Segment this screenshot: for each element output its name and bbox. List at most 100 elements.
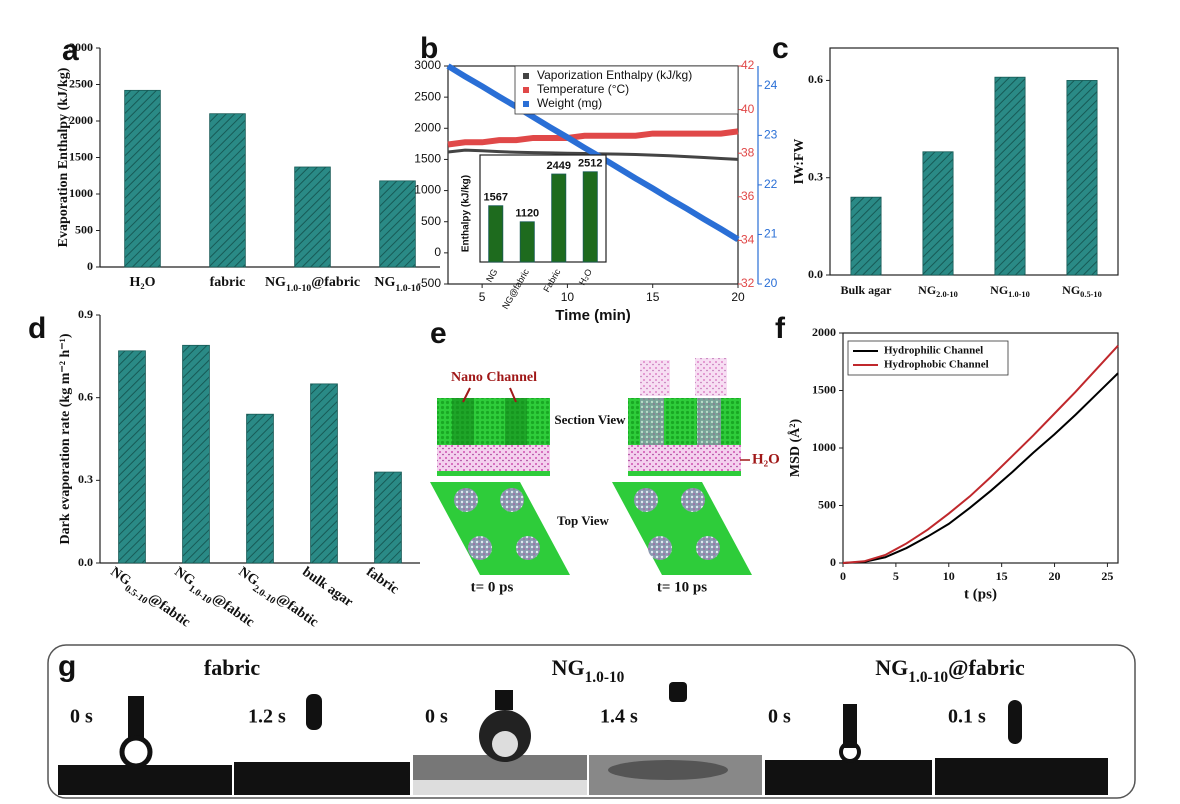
bar <box>118 350 146 564</box>
x-tick-label: 20 <box>731 290 745 304</box>
y-tick-label: 0.9 <box>78 307 93 321</box>
time-label: 0 s <box>70 706 93 728</box>
data-label: 2512 <box>578 158 602 170</box>
y3-tick-label: 22 <box>764 177 778 191</box>
top-view <box>430 482 570 575</box>
y-tick-label: 1000 <box>812 440 836 454</box>
plot-frame <box>829 47 1119 276</box>
x-tick-label: 15 <box>996 569 1008 583</box>
x-tick-label: NG0.5-10 <box>1062 283 1102 300</box>
bar <box>374 471 402 564</box>
droplet <box>839 741 861 763</box>
contact-angle-images <box>58 682 1108 795</box>
needle <box>495 690 513 710</box>
y-tick-label: 0.3 <box>78 472 93 486</box>
image <box>58 765 232 795</box>
bar <box>582 171 598 263</box>
annotation: Section View <box>554 412 626 427</box>
vapor <box>695 358 727 396</box>
image-title: NG1.0-10 <box>552 655 625 686</box>
panel-frame <box>47 644 1136 799</box>
legend-label: Weight (mg) <box>537 96 602 110</box>
plot-frame <box>479 154 607 263</box>
image <box>935 758 1108 795</box>
bar <box>379 180 416 268</box>
y-tick-label: 1500 <box>69 149 93 163</box>
line <box>446 63 740 242</box>
pore <box>468 536 492 560</box>
bar <box>994 76 1026 276</box>
legend-marker <box>523 73 529 79</box>
x-tick-label: 0 <box>840 569 846 583</box>
subscript: 2.0-10 <box>936 290 958 299</box>
y-axis-label: IW:FW <box>792 139 807 185</box>
y-tick-label: 3000 <box>414 58 441 72</box>
image-title: fabric <box>204 655 260 680</box>
legend-marker <box>523 101 529 107</box>
x-tick-label: NG <box>484 267 499 284</box>
y-axis-label: Enthalpy (kJ/kg) <box>461 175 472 252</box>
pore <box>648 536 672 560</box>
y3-tick-label: 23 <box>764 128 778 142</box>
bar <box>551 173 567 263</box>
droplet <box>119 735 153 769</box>
bar <box>209 113 246 268</box>
y-tick-label: 0 <box>87 259 93 273</box>
needle <box>128 696 144 740</box>
annotation: t= 0 ps <box>471 579 514 595</box>
x-tick-label: Fabric <box>541 267 562 294</box>
pore <box>516 536 540 560</box>
x-tick-label: NG@fabric <box>500 267 531 311</box>
y-tick-label: 1000 <box>414 183 441 197</box>
pore <box>500 488 524 512</box>
legend-label: Hydrophobic Channel <box>884 359 989 371</box>
text-part: NG <box>552 655 585 680</box>
x-tick-label: H₂O <box>130 275 156 290</box>
x-tick-label: 25 <box>1101 569 1113 583</box>
bar <box>519 221 535 263</box>
pore <box>454 488 478 512</box>
md-diagram <box>430 358 752 575</box>
panel-label: c <box>772 32 789 65</box>
legend-label: Vaporization Enthalpy (kJ/kg) <box>537 68 692 82</box>
y-axis-label: Evaporation Enthalpy (kJ/kg) <box>56 67 71 247</box>
panel-label: d <box>28 312 46 345</box>
pore <box>634 488 658 512</box>
y-tick-label: 0.0 <box>808 267 823 281</box>
y-tick-label: 500 <box>75 222 93 236</box>
legend-label: Hydrophilic Channel <box>884 345 983 357</box>
y-tick-label: 0 <box>830 555 836 569</box>
y2-tick-label: 42 <box>741 58 755 72</box>
x-tick-label: bulk agar <box>299 565 355 611</box>
image <box>234 762 410 795</box>
annotation: H₂O <box>752 451 780 467</box>
text-part: NG <box>990 283 1008 297</box>
x-tick-label: NG1.0-10@fabric <box>265 275 360 294</box>
x-tick-label: Bulk agar <box>840 283 892 297</box>
pore <box>681 488 705 512</box>
needle <box>306 694 322 730</box>
subscript: 1.0-10 <box>286 283 311 294</box>
panel-label: g <box>58 650 76 683</box>
bar <box>246 413 274 564</box>
bar <box>922 151 954 276</box>
x-tick-label: 10 <box>943 569 955 583</box>
data-label: 1567 <box>484 192 508 204</box>
data-label: 1120 <box>515 208 539 220</box>
channel <box>697 398 721 445</box>
time-label: 1.4 s <box>600 706 638 728</box>
y3-tick-label: 24 <box>764 78 778 92</box>
channel <box>452 398 474 445</box>
text-part: @fabtic <box>273 591 320 630</box>
legend-marker <box>523 87 529 93</box>
y-tick-label: 2500 <box>69 76 93 90</box>
x-tick-label: 5 <box>893 569 899 583</box>
y-axis-label: MSD (Å²) <box>787 419 803 478</box>
y-tick-label: -500 <box>417 276 441 290</box>
panel-label: e <box>430 317 447 350</box>
subscript: 1.0-10 <box>1008 290 1030 299</box>
y-tick-label: 1500 <box>812 382 836 396</box>
y-tick-label: 2000 <box>414 120 441 134</box>
droplet <box>608 760 728 780</box>
y-axis-label: Dark evaporation rate (kg m⁻² h⁻¹) <box>58 333 73 544</box>
